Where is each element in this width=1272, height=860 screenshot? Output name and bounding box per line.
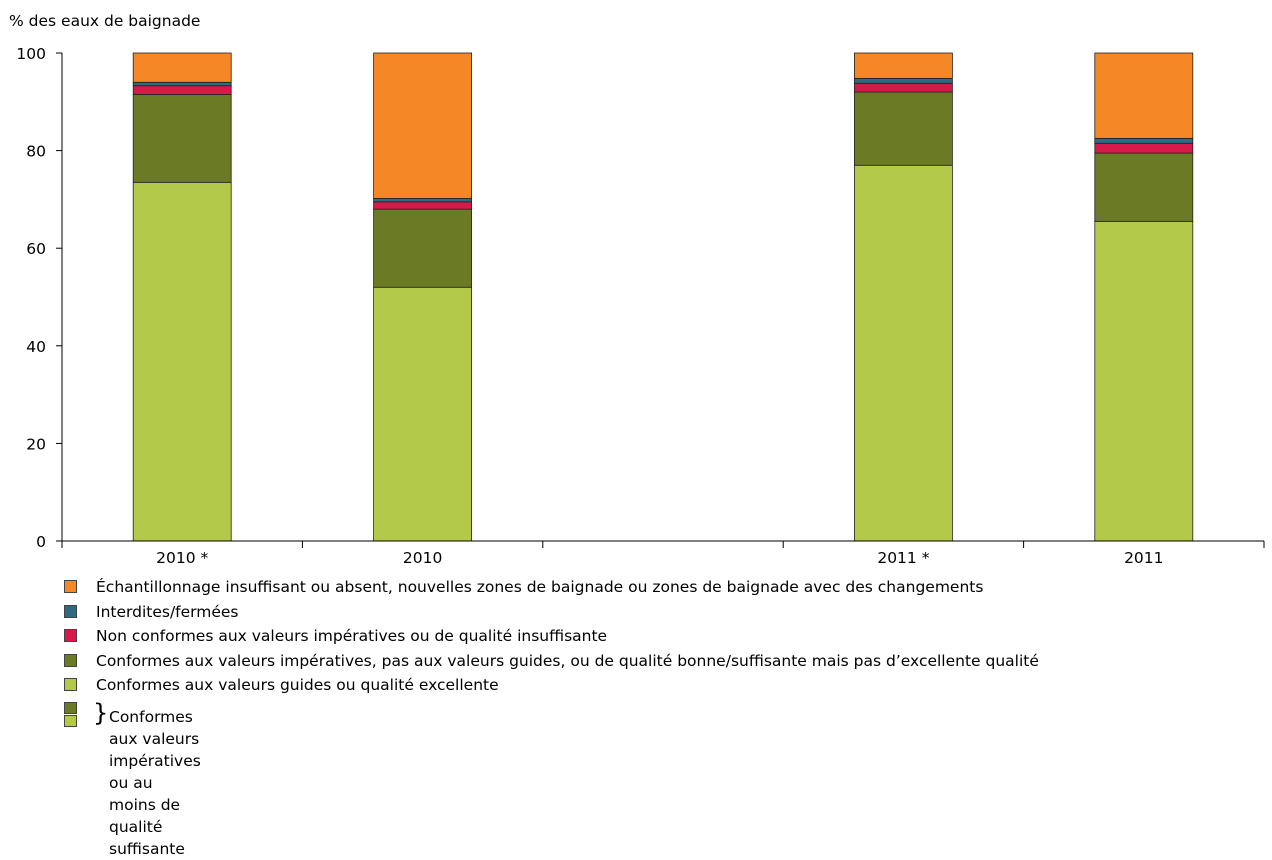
y-tick-label: 100 <box>16 45 46 63</box>
y-tick-label: 0 <box>36 533 46 551</box>
legend-swatch <box>64 701 77 714</box>
legend-swatch <box>64 629 77 642</box>
bar-segment <box>373 201 473 210</box>
bar-segment <box>1094 52 1194 139</box>
bar-segment <box>1094 152 1194 222</box>
legend-label: Non conformes aux valeurs impératives ou… <box>96 627 608 645</box>
bar-segment <box>854 91 953 166</box>
bar-segment <box>132 94 232 183</box>
bar-segment <box>373 286 473 542</box>
y-tick-label: 20 <box>26 435 46 453</box>
x-axis: 2010 * 2010 2011 * 2011 <box>61 540 1265 567</box>
x-tick-label: 2011 * <box>877 549 929 567</box>
legend-swatch <box>64 714 77 727</box>
legend-label: Échantillonnage insuffisant ou absent, n… <box>96 578 984 596</box>
y-axis-label: % des eaux de baignade <box>9 12 200 30</box>
x-tick-label: 2010 * <box>156 549 208 567</box>
bar-segment <box>373 52 473 199</box>
bar-segment <box>373 208 473 288</box>
legend-swatch <box>64 580 77 593</box>
y-axis: 0 20 40 60 80 100 <box>16 45 63 551</box>
bar-segment <box>854 164 953 542</box>
bar-segment <box>1094 220 1194 542</box>
legend-swatch <box>64 653 77 667</box>
bar-segment <box>132 85 232 95</box>
legend-swatch <box>64 604 77 618</box>
bar-segment <box>132 81 232 87</box>
y-tick-label: 60 <box>26 240 46 258</box>
bars <box>132 52 1194 542</box>
bar-segment <box>1094 137 1194 144</box>
bar-segment <box>1094 142 1194 154</box>
y-tick-label: 40 <box>26 338 46 356</box>
bar-segment <box>854 82 953 93</box>
legend-label: Interdites/fermées <box>96 602 239 621</box>
legend-label: Conformes aux valeurs guides ou qualité … <box>96 676 499 694</box>
bar-segment <box>132 52 232 83</box>
stacked-bar-chart: % des eaux de baignade 0 20 40 60 80 100 2010… <box>9 12 1265 567</box>
brace-icon: } <box>93 698 109 727</box>
x-tick-label: 2011 <box>1124 549 1163 567</box>
bar-segment <box>373 198 473 203</box>
bar-segment <box>132 181 232 542</box>
bar-segment <box>854 52 953 79</box>
legend-label: Conformes aux valeurs impératives, pas a… <box>96 651 1039 670</box>
y-tick-label: 80 <box>26 143 46 161</box>
x-tick-label: 2010 <box>403 549 442 567</box>
bar-segment <box>854 77 953 84</box>
legend-swatch <box>64 678 77 691</box>
